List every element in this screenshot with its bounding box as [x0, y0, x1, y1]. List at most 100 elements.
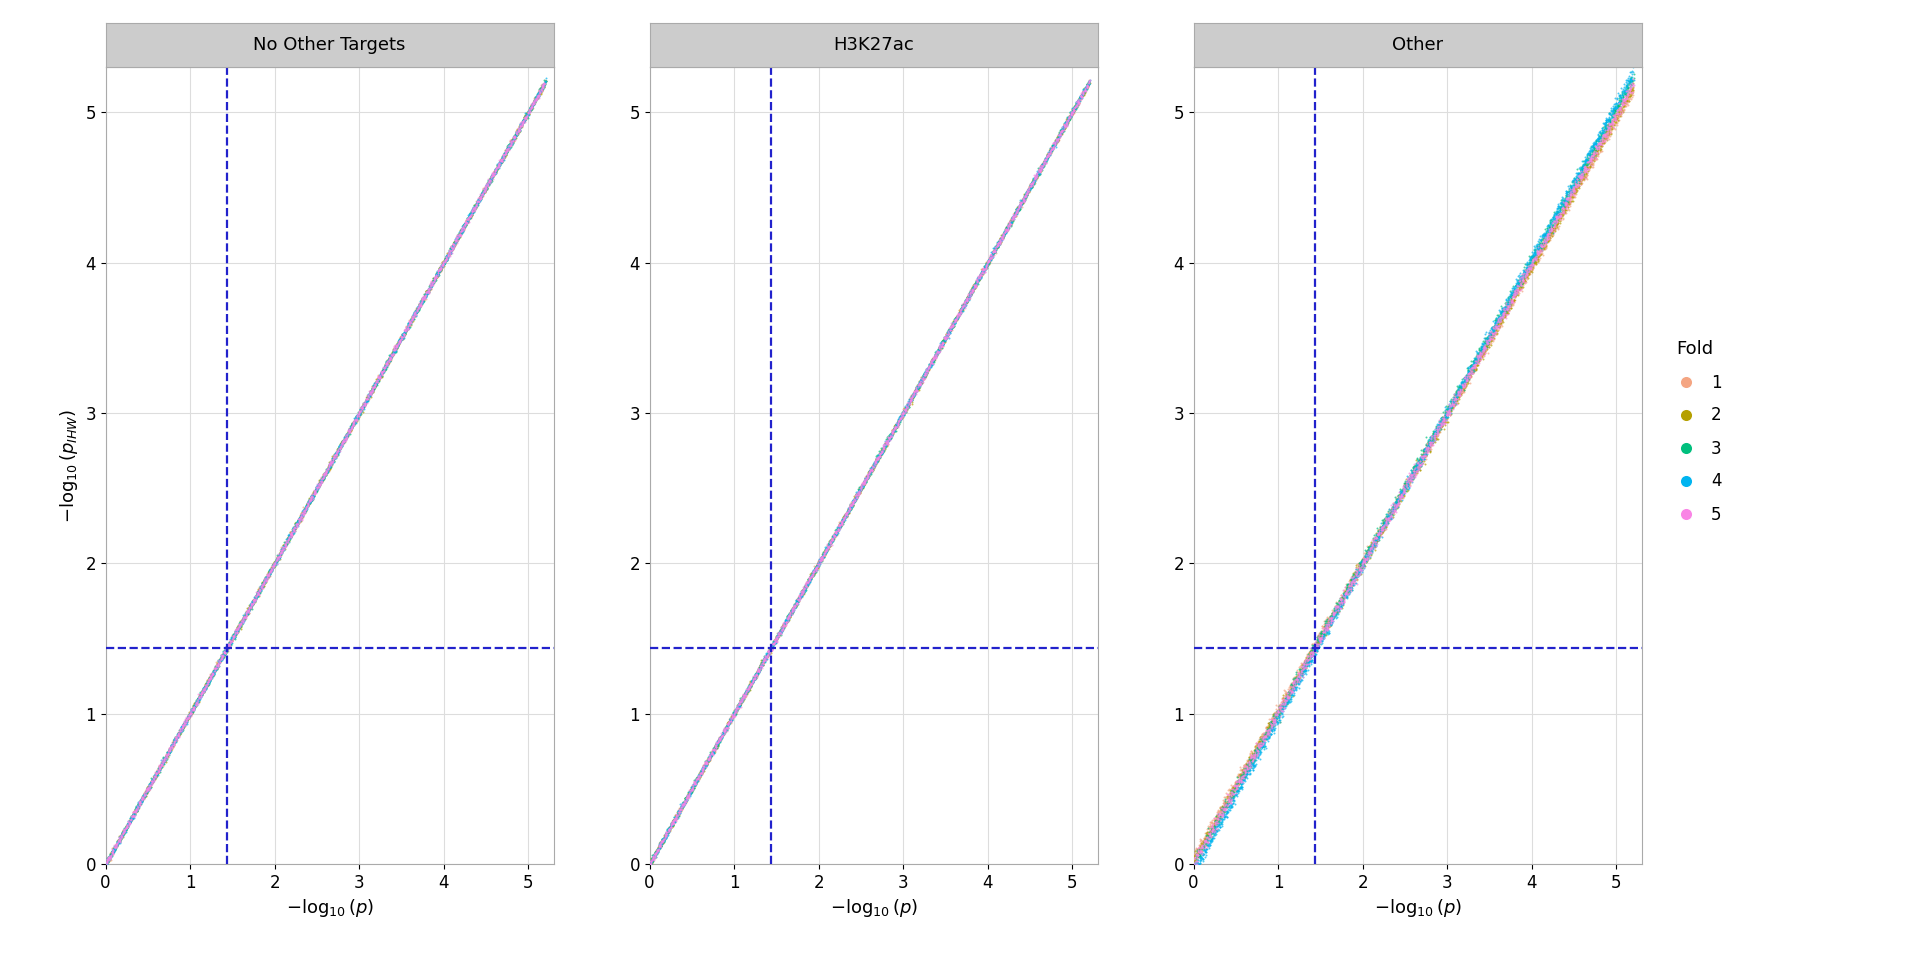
- Point: [1611, 90, 1642, 106]
- Point: [522, 87, 553, 103]
- Point: [1023, 167, 1054, 182]
- Point: [200, 661, 230, 677]
- Point: [1438, 394, 1469, 409]
- Point: [753, 648, 783, 663]
- Point: [305, 474, 336, 490]
- Point: [505, 116, 536, 132]
- Point: [1031, 149, 1062, 164]
- Point: [234, 601, 265, 616]
- Point: [1286, 655, 1317, 670]
- Point: [897, 388, 927, 403]
- Point: [908, 371, 939, 386]
- Point: [449, 217, 480, 232]
- Point: [743, 665, 774, 681]
- Point: [637, 850, 668, 865]
- Point: [190, 678, 221, 693]
- Point: [382, 333, 413, 348]
- Point: [1430, 408, 1461, 423]
- Point: [843, 488, 874, 503]
- Point: [342, 407, 372, 422]
- Point: [1196, 830, 1227, 846]
- Point: [132, 779, 163, 794]
- Point: [1438, 394, 1469, 409]
- Point: [484, 156, 515, 172]
- Point: [340, 411, 371, 426]
- Point: [1340, 564, 1371, 579]
- Point: [824, 517, 854, 533]
- Point: [1342, 569, 1373, 585]
- Point: [1260, 721, 1290, 736]
- Point: [330, 430, 361, 445]
- Point: [1010, 188, 1041, 204]
- Point: [309, 468, 340, 483]
- Point: [964, 270, 995, 285]
- Point: [801, 564, 831, 580]
- Point: [94, 849, 125, 864]
- Point: [1317, 615, 1348, 631]
- Point: [444, 227, 474, 242]
- Point: [987, 229, 1018, 245]
- Point: [1267, 701, 1298, 716]
- Point: [758, 636, 789, 651]
- Point: [1486, 299, 1517, 314]
- Point: [1444, 387, 1475, 402]
- Point: [1569, 172, 1599, 187]
- Point: [1027, 156, 1058, 172]
- Point: [776, 607, 806, 622]
- Point: [1371, 513, 1402, 528]
- Point: [403, 300, 434, 315]
- Point: [188, 683, 219, 698]
- Point: [1334, 578, 1365, 593]
- Point: [975, 251, 1006, 266]
- Point: [1317, 608, 1348, 623]
- Point: [716, 713, 747, 729]
- Point: [1532, 228, 1563, 244]
- Point: [1432, 407, 1463, 422]
- Point: [520, 92, 551, 108]
- Point: [1190, 836, 1221, 852]
- Point: [294, 496, 324, 512]
- Point: [240, 590, 271, 606]
- Point: [125, 794, 156, 809]
- Point: [797, 564, 828, 580]
- Point: [837, 496, 868, 512]
- Point: [778, 601, 808, 616]
- Point: [1444, 382, 1475, 397]
- Point: [1434, 404, 1465, 420]
- Point: [196, 667, 227, 683]
- Point: [138, 770, 169, 785]
- Point: [426, 262, 457, 277]
- Point: [877, 424, 908, 440]
- Point: [797, 567, 828, 583]
- Point: [319, 449, 349, 465]
- Point: [1296, 654, 1327, 669]
- Point: [1452, 367, 1482, 382]
- Point: [1548, 195, 1578, 210]
- Point: [463, 193, 493, 208]
- Point: [724, 695, 755, 710]
- Point: [1008, 193, 1039, 208]
- Point: [791, 574, 822, 589]
- Point: [749, 653, 780, 668]
- Point: [234, 599, 265, 614]
- Point: [177, 703, 207, 718]
- Point: [440, 232, 470, 248]
- Point: [1390, 474, 1421, 490]
- Point: [488, 148, 518, 163]
- Point: [455, 208, 486, 224]
- Point: [968, 267, 998, 282]
- Point: [1548, 194, 1578, 209]
- Point: [332, 423, 363, 439]
- Point: [1507, 275, 1538, 290]
- Point: [204, 653, 234, 668]
- Point: [207, 650, 238, 665]
- Point: [1496, 293, 1526, 308]
- Point: [653, 819, 684, 834]
- Point: [728, 692, 758, 708]
- Point: [311, 462, 342, 477]
- Point: [1538, 214, 1569, 229]
- Point: [724, 701, 755, 716]
- Point: [307, 469, 338, 485]
- Point: [733, 680, 764, 695]
- Point: [323, 442, 353, 457]
